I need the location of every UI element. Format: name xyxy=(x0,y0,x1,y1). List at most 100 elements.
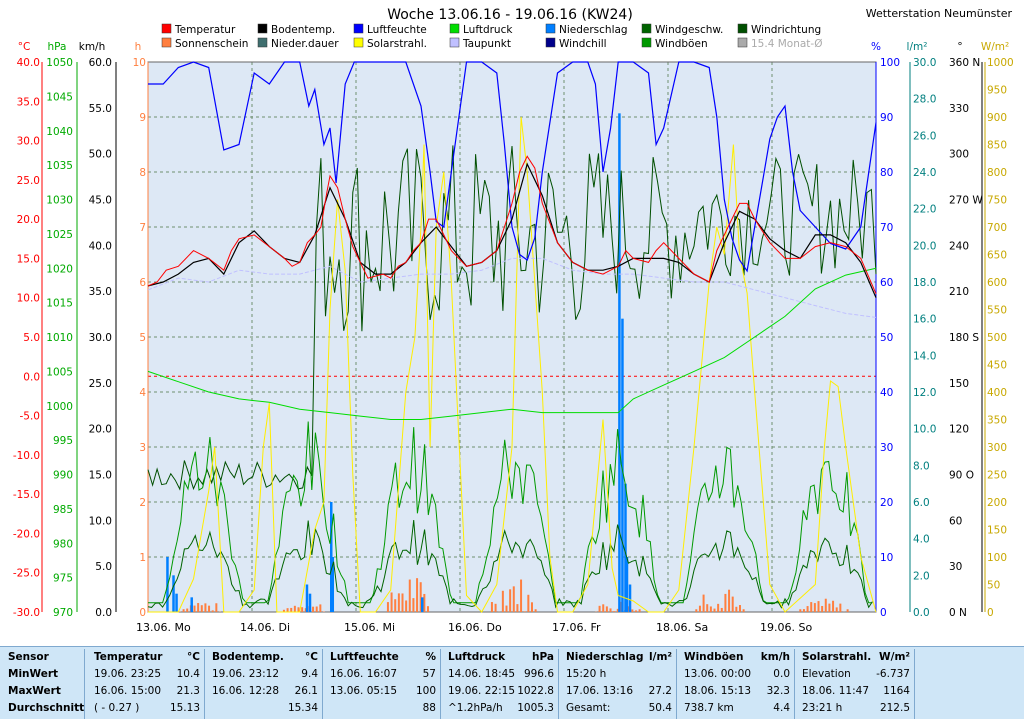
sunshine-bar xyxy=(602,604,604,612)
chart-title: Woche 13.06.16 - 19.06.16 (KW24) xyxy=(387,7,633,23)
humidity-tick-label: 0 xyxy=(880,607,887,619)
stats-avg_val: 4.4 xyxy=(773,700,790,717)
sunshine-bar xyxy=(316,607,318,612)
pressure-tick-label: 1040 xyxy=(46,126,73,138)
legend-swatch xyxy=(642,24,651,33)
temp-tick-label: 40.0 xyxy=(17,57,40,69)
solar-unit-label: W/m² xyxy=(981,41,1009,53)
sunshine-bar xyxy=(319,604,321,612)
sunshine-bar xyxy=(535,609,537,612)
pressure-tick-label: 980 xyxy=(53,538,73,550)
sunshine-bar xyxy=(294,606,296,612)
legend-swatch xyxy=(546,38,555,47)
pressure-tick-label: 1020 xyxy=(46,263,73,275)
wind-tick-label: 20.0 xyxy=(89,424,112,436)
sunshine-bar xyxy=(527,595,529,612)
temp-tick-label: 5.0 xyxy=(23,332,40,344)
direction-tick-label: 330 xyxy=(949,103,969,115)
sunshine-bar xyxy=(695,609,697,612)
rain-bar xyxy=(172,575,175,612)
temp-tick-label: -5.0 xyxy=(20,411,41,423)
solar-tick-label: 400 xyxy=(987,387,1007,399)
stats-max: 18.06. 15:13 xyxy=(684,683,751,700)
sunshine-bar xyxy=(502,591,504,612)
legend-label: Windrichtung xyxy=(751,24,821,36)
wind-tick-label: 35.0 xyxy=(89,286,112,298)
sunshine-bar xyxy=(710,606,712,612)
stats-min-label: MinWert xyxy=(8,666,58,683)
direction-tick-label: 240 xyxy=(949,240,969,252)
stats-row-labels: Sensor MinWert MaxWert Durchschnitt xyxy=(0,649,85,719)
temp-tick-label: 25.0 xyxy=(17,175,40,187)
sunshine-bar xyxy=(810,602,812,612)
legend-swatch xyxy=(642,38,651,47)
stats-header-sensor: Sensor xyxy=(8,649,49,666)
wind-tick-label: 60.0 xyxy=(89,57,112,69)
stats-unit: % xyxy=(425,649,436,666)
sunshine-bar xyxy=(423,594,425,612)
direction-tick-label: 30 xyxy=(949,561,962,573)
legend-label: Luftdruck xyxy=(463,24,513,36)
pressure-tick-label: 1030 xyxy=(46,195,73,207)
wind-tick-label: 50.0 xyxy=(89,149,112,161)
pressure-tick-label: 1000 xyxy=(46,401,73,413)
sunshine-bar xyxy=(613,611,615,612)
rain-unit-label: l/m² xyxy=(907,41,928,53)
stats-max_val: 32.3 xyxy=(767,683,790,700)
sun-tick-label: 6 xyxy=(139,277,146,289)
solar-tick-label: 200 xyxy=(987,497,1007,509)
stats-max_val: 1164 xyxy=(883,683,910,700)
stats-max: 18.06. 11:47 xyxy=(802,683,869,700)
sun-tick-label: 8 xyxy=(139,167,146,179)
stats-min: 13.06. 00:00 xyxy=(684,666,751,683)
stats-sensor: Bodentemp. xyxy=(212,649,284,666)
direction-tick-label: 360 N xyxy=(949,57,980,69)
sunshine-bar xyxy=(298,607,300,612)
sun-tick-label: 4 xyxy=(139,387,146,399)
solar-tick-label: 500 xyxy=(987,332,1007,344)
stats-max: 19.06. 22:15 xyxy=(448,683,515,700)
sunshine-bar xyxy=(412,598,414,612)
solar-tick-label: 750 xyxy=(987,195,1007,207)
temp-tick-label: 10.0 xyxy=(17,293,40,305)
direction-tick-label: 300 xyxy=(949,149,969,161)
wind-tick-label: 5.0 xyxy=(95,561,112,573)
stats-unit: W/m² xyxy=(879,649,910,666)
direction-tick-label: 60 xyxy=(949,515,962,527)
pressure-tick-label: 1045 xyxy=(46,91,73,103)
solar-tick-label: 300 xyxy=(987,442,1007,454)
sun-tick-label: 1 xyxy=(139,552,146,564)
legend-label: Sonnenschein xyxy=(175,38,248,50)
rain-bar xyxy=(629,585,632,613)
sunshine-bar xyxy=(201,605,203,612)
sun-tick-label: 10 xyxy=(133,57,146,69)
solar-tick-label: 550 xyxy=(987,305,1007,317)
solar-tick-label: 350 xyxy=(987,415,1007,427)
stats-avg_val: 88 xyxy=(423,700,436,717)
legend-label: Windchill xyxy=(559,38,607,50)
sunshine-bar xyxy=(818,601,820,612)
rain-tick-label: 0.0 xyxy=(913,607,930,619)
sunshine-bar xyxy=(799,609,801,612)
legend-swatch xyxy=(354,24,363,33)
stats-max: 13.06. 05:15 xyxy=(330,683,397,700)
humidity-tick-label: 80 xyxy=(880,167,893,179)
stats-min: 19.06. 23:12 xyxy=(212,666,279,683)
stats-unit: l/m² xyxy=(649,649,672,666)
sun-tick-label: 0 xyxy=(139,607,146,619)
stats-avg: Gesamt: xyxy=(566,700,610,717)
humidity-tick-label: 20 xyxy=(880,497,893,509)
sunshine-bar xyxy=(703,595,705,612)
rain-tick-label: 28.0 xyxy=(913,94,936,106)
legend-label: Taupunkt xyxy=(462,38,511,50)
day-label: 16.06. Do xyxy=(448,621,502,634)
solar-tick-label: 650 xyxy=(987,250,1007,262)
sunshine-bar xyxy=(706,604,708,612)
stats-avg_val: 1005.3 xyxy=(517,700,554,717)
stats-sensor: Luftfeuchte xyxy=(330,649,399,666)
sunshine-bar xyxy=(635,610,637,612)
stats-avg_val: 50.4 xyxy=(649,700,672,717)
